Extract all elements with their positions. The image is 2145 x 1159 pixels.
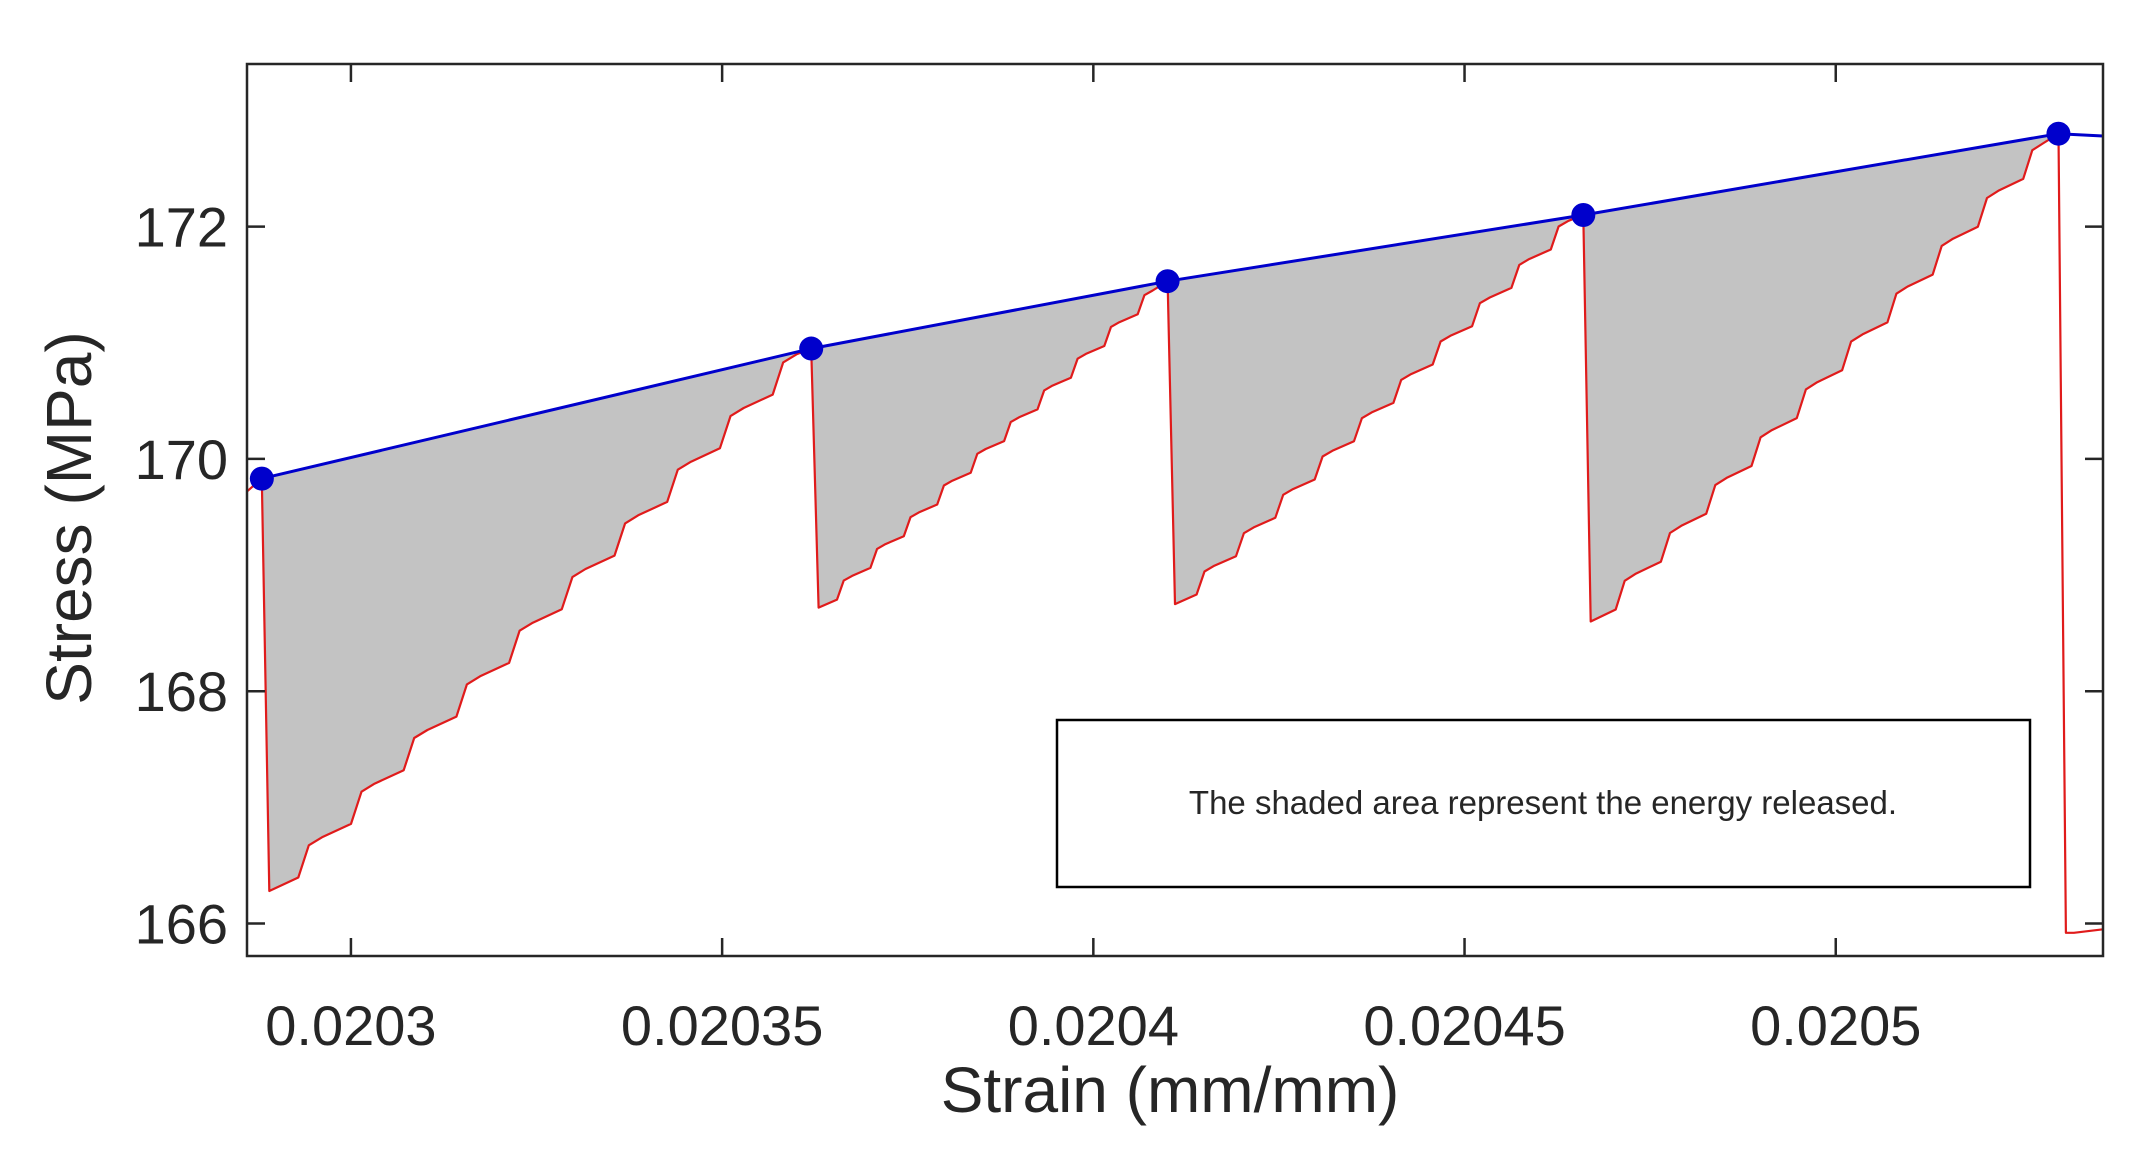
peak-marker — [799, 336, 824, 361]
peak-marker — [1155, 269, 1180, 294]
y-axis-label: Stress (MPa) — [33, 331, 105, 704]
y-tick-label: 170 — [135, 428, 228, 491]
energy-shaded-area — [1583, 133, 2059, 622]
axis-ticks: 0.0203 0.02035 0.0204 0.02045 0.0205 166 168 17… — [135, 64, 2103, 1057]
stress-strain-series — [246, 132, 2104, 934]
annotation-box: The shaded area represent the energy rel… — [1055, 718, 2032, 889]
x-tick-label: 0.0205 — [1750, 994, 1921, 1057]
plot-frame — [245, 62, 2105, 958]
x-tick-label: 0.0203 — [265, 994, 436, 1057]
x-tick-label: 0.02035 — [621, 994, 823, 1057]
annotation-text: The shaded area represent the energy rel… — [1189, 784, 1897, 821]
energy-shaded-area — [811, 281, 1168, 608]
stress-strain-line — [246, 132, 2104, 934]
y-tick-label: 172 — [135, 196, 228, 259]
peak-envelope-series — [249, 121, 2104, 491]
x-axis-label: Strain (mm/mm) — [941, 1054, 1400, 1126]
peak-marker — [2046, 121, 2071, 146]
peak-marker — [249, 466, 274, 491]
energy-shaded-area — [1167, 215, 1584, 605]
y-tick-label: 166 — [135, 892, 228, 955]
annotation-border — [1055, 718, 2032, 889]
axes-box — [245, 62, 2105, 958]
y-tick-label: 168 — [135, 660, 228, 723]
peak-marker — [1571, 202, 1596, 227]
x-tick-label: 0.0204 — [1008, 994, 1179, 1057]
x-tick-label: 0.02045 — [1363, 994, 1565, 1057]
